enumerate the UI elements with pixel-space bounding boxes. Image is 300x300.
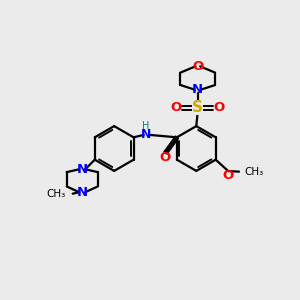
Text: O: O (171, 101, 182, 114)
Text: O: O (192, 60, 203, 73)
Text: N: N (141, 128, 151, 141)
Text: O: O (223, 169, 234, 182)
Text: N: N (77, 163, 88, 176)
Text: N: N (192, 83, 203, 96)
Text: H: H (142, 121, 150, 131)
Text: CH₃: CH₃ (47, 189, 66, 199)
Text: S: S (192, 100, 203, 115)
Text: O: O (160, 152, 171, 164)
Text: CH₃: CH₃ (244, 167, 263, 177)
Text: O: O (214, 101, 225, 114)
Text: N: N (77, 186, 88, 199)
